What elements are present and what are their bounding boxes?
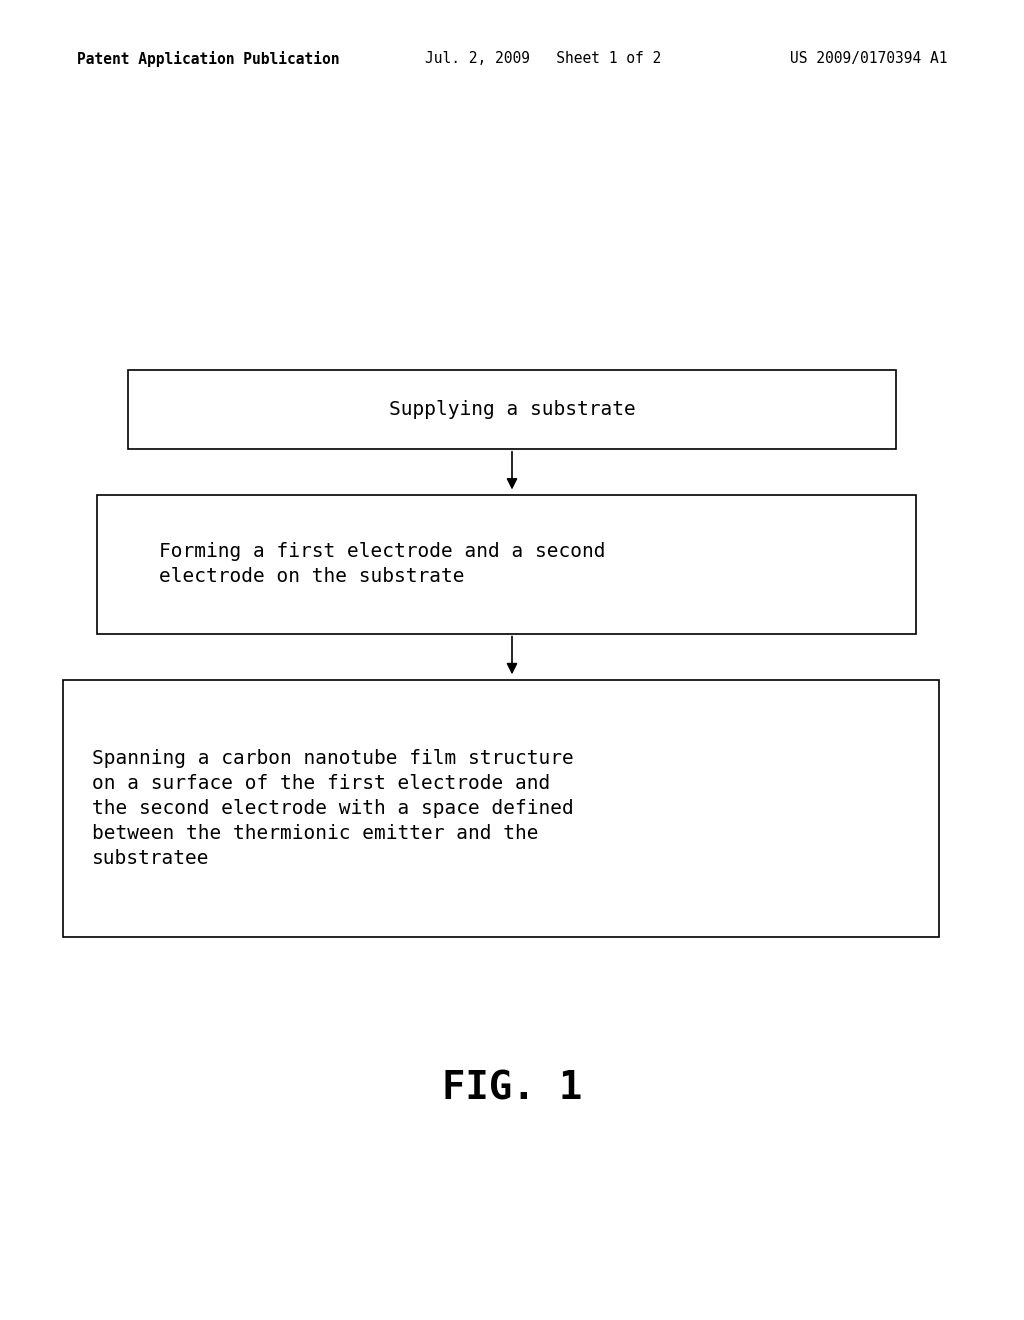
Bar xyxy=(97,495,916,634)
Text: Patent Application Publication: Patent Application Publication xyxy=(77,50,339,67)
Text: Supplying a substrate: Supplying a substrate xyxy=(389,400,635,418)
Bar xyxy=(128,370,896,449)
Bar xyxy=(63,680,939,937)
Text: Forming a first electrode and a second
electrode on the substrate: Forming a first electrode and a second e… xyxy=(159,543,605,586)
Text: Jul. 2, 2009   Sheet 1 of 2: Jul. 2, 2009 Sheet 1 of 2 xyxy=(425,50,662,66)
Text: FIG. 1: FIG. 1 xyxy=(442,1071,582,1107)
Text: Spanning a carbon nanotube film structure
on a surface of the first electrode an: Spanning a carbon nanotube film structur… xyxy=(92,748,573,869)
Text: US 2009/0170394 A1: US 2009/0170394 A1 xyxy=(790,50,947,66)
